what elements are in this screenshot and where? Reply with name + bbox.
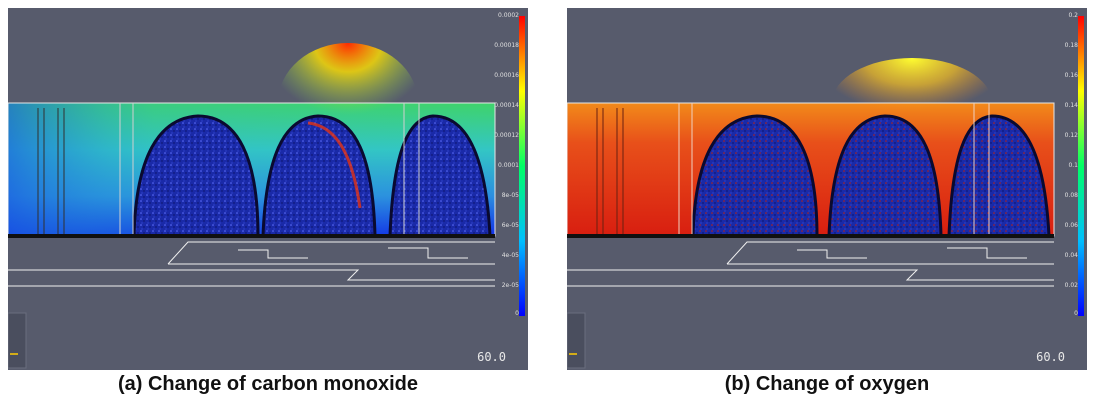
caption-oxygen: (b) Change of oxygen xyxy=(724,373,930,395)
colorbar-tick-label: 2e-05 xyxy=(501,282,519,289)
colorbar-tick-label: 0 xyxy=(1074,310,1078,317)
colorbar-tick-label: 0.02 xyxy=(1064,282,1078,289)
caption-carbon-monoxide: (a) Change of carbon monoxide xyxy=(117,373,419,395)
colorbar-tick-label: 0.00018 xyxy=(494,42,519,49)
simulation-time: 60.0 xyxy=(477,350,506,364)
colorbar-tick-label: 0 xyxy=(515,310,519,317)
colorbar-tick-label: 4e-05 xyxy=(501,252,519,259)
colorbar-tick-label: 0.04 xyxy=(1064,252,1078,259)
particle-heap-2 xyxy=(827,114,943,238)
oxygen-simulation-panel: 0.2 0.18 0.16 0.14 0.12 0.1 0.08 0.06 0.… xyxy=(567,8,1087,370)
co-simulation-image xyxy=(8,16,525,369)
colorbar-tick-label: 0.18 xyxy=(1064,42,1078,49)
colorbar-tick-label: 0.16 xyxy=(1064,72,1078,79)
colorbar xyxy=(519,16,525,316)
colorbar-tick-label: 0.12 xyxy=(1064,132,1078,139)
colorbar xyxy=(1078,16,1084,316)
colorbar-tick-label: 0.08 xyxy=(1064,192,1078,199)
colorbar-tick-label: 0.00012 xyxy=(494,132,519,139)
colorbar-tick-label: 0.00014 xyxy=(494,102,519,109)
colorbar-tick-label: 0.1 xyxy=(1068,162,1078,169)
colorbar-tick-label: 6e-05 xyxy=(501,222,519,229)
particle-heap-2 xyxy=(261,114,377,238)
particle-heap-3 xyxy=(388,114,492,238)
colorbar-tick-label: 8e-05 xyxy=(501,192,519,199)
colorbar-tick-label: 0.0002 xyxy=(498,12,519,19)
particle-heap-1 xyxy=(132,114,260,238)
simulation-time: 60.0 xyxy=(1036,350,1065,364)
oxygen-simulation-image xyxy=(567,16,1084,369)
colorbar-tick-label: 0.2 xyxy=(1068,12,1078,19)
particle-heap-1 xyxy=(691,114,819,238)
colorbar-tick-label: 0.0001 xyxy=(498,162,519,169)
co-simulation-panel: 0.0002 0.00018 0.00016 0.00014 0.00012 0… xyxy=(8,8,528,370)
colorbar-tick-label: 0.00016 xyxy=(494,72,519,79)
colorbar-tick-label: 0.06 xyxy=(1064,222,1078,229)
colorbar-tick-label: 0.14 xyxy=(1064,102,1078,109)
